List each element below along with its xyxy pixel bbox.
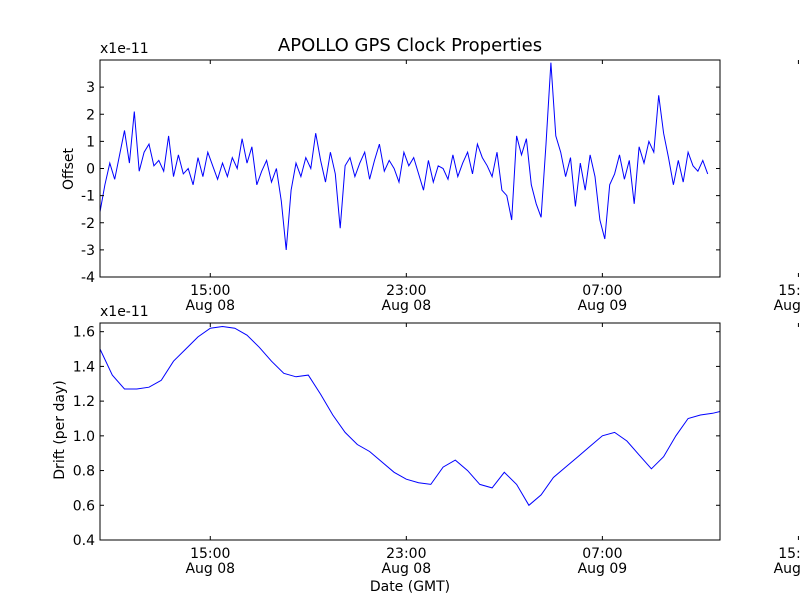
- top-scale-label: x1e-11: [100, 41, 149, 57]
- top-xtick-date-2: Aug 09: [578, 298, 628, 314]
- top-ytick-label-2: -2: [81, 216, 95, 232]
- top-ytick-label-3: -1: [81, 189, 95, 205]
- bottom-xtick-time-2: 07:00: [582, 546, 622, 562]
- top-ytick-label-4: 0: [86, 162, 95, 178]
- bottom-xtick-time-0: 15:00: [190, 546, 230, 562]
- bottom-scale-label: x1e-11: [100, 304, 149, 320]
- bottom-xlabel: Date (GMT): [370, 579, 450, 595]
- bottom-ytick-label-0: 0.4: [73, 533, 95, 549]
- bottom-ytick-label-6: 1.6: [73, 325, 95, 341]
- top-ylabel: Offset: [61, 147, 77, 190]
- bottom-xtick-time-3: 15:00: [778, 546, 800, 562]
- top-ytick-label-7: 3: [86, 80, 95, 96]
- top-xtick-time-2: 07:00: [582, 283, 622, 299]
- top-xtick-date-3: Aug 09: [774, 298, 800, 314]
- bottom-xtick-time-1: 23:00: [386, 546, 426, 562]
- top-xtick-time-1: 23:00: [386, 283, 426, 299]
- top-ytick-label-0: -4: [81, 270, 95, 286]
- bottom-xtick-date-0: Aug 08: [185, 561, 235, 577]
- top-ytick-label-1: -3: [81, 243, 95, 259]
- bottom-xtick-date-2: Aug 09: [578, 561, 628, 577]
- top-xtick-date-1: Aug 08: [382, 298, 432, 314]
- top-xtick-date-0: Aug 08: [185, 298, 235, 314]
- bottom-ytick-label-3: 1.0: [73, 429, 95, 445]
- bottom-ytick-label-4: 1.2: [73, 394, 95, 410]
- bottom-ylabel: Drift (per day): [52, 380, 68, 479]
- top-xtick-time-3: 15:00: [778, 283, 800, 299]
- bottom-ytick-label-5: 1.4: [73, 359, 95, 375]
- bottom-xtick-date-1: Aug 08: [382, 561, 432, 577]
- top-xtick-time-0: 15:00: [190, 283, 230, 299]
- bottom-xtick-date-3: Aug 09: [774, 561, 800, 577]
- bottom-series-line-0: [99, 325, 721, 507]
- top-ytick-label-6: 2: [86, 107, 95, 123]
- bottom-plot-frame: [99, 322, 721, 541]
- bottom-ytick-label-2: 0.8: [73, 464, 95, 480]
- top-series-line-0: [99, 62, 709, 250]
- chart-title: APOLLO GPS Clock Properties: [278, 35, 542, 56]
- top-ytick-label-5: 1: [86, 134, 95, 150]
- bottom-ytick-label-1: 0.6: [73, 498, 95, 514]
